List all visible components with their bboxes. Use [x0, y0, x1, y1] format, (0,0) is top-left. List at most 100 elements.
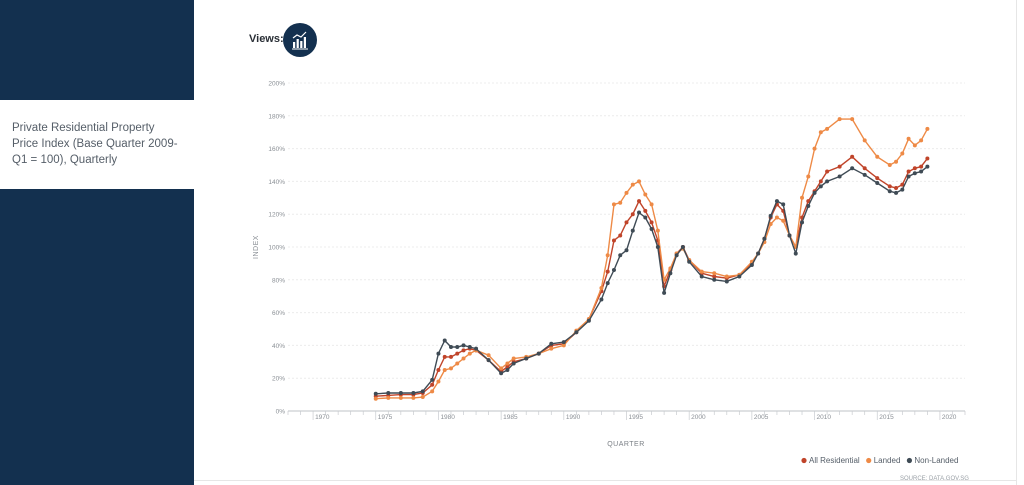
data-point-landed	[467, 351, 472, 356]
x-axis-title: QUARTER	[607, 441, 645, 448]
source-note: SOURCE: DATA.GOV.SG	[900, 476, 969, 482]
data-point-landed	[887, 163, 892, 167]
data-point-non-landed	[386, 390, 391, 395]
data-point-non-landed	[461, 343, 466, 348]
data-point-non-landed	[630, 228, 635, 233]
data-point-landed	[430, 389, 435, 394]
data-point-landed	[643, 192, 648, 197]
data-point-non-landed	[637, 210, 642, 215]
data-point-landed	[599, 286, 604, 290]
data-point-landed	[850, 117, 855, 122]
data-point-non-landed	[655, 245, 660, 249]
data-point-non-landed	[411, 390, 416, 395]
data-point-all-residential	[505, 364, 510, 369]
data-point-all-residential	[906, 169, 911, 174]
data-point-non-landed	[561, 340, 566, 345]
data-point-all-residential	[461, 348, 466, 353]
data-point-landed	[605, 253, 610, 258]
y-tick-label: 0%	[276, 409, 286, 416]
frame-divider-right	[1016, 0, 1017, 485]
dataset-title-card[interactable]: Private Residential Property Price Index…	[0, 100, 194, 189]
data-point-landed	[900, 151, 905, 156]
data-point-landed	[505, 361, 510, 366]
data-point-landed	[655, 228, 660, 233]
y-axis-title: INDEX	[253, 235, 260, 259]
x-tick-label: 2000	[691, 414, 706, 421]
x-tick-label: 1990	[566, 414, 581, 421]
x-tick-label: 1970	[315, 414, 330, 421]
data-point-landed	[420, 395, 425, 400]
data-point-non-landed	[900, 187, 905, 192]
data-point-landed	[373, 396, 378, 401]
data-point-non-landed	[586, 318, 591, 323]
data-point-non-landed	[806, 204, 811, 208]
data-point-non-landed	[724, 279, 729, 284]
data-point-non-landed	[680, 245, 685, 249]
data-point-non-landed	[800, 220, 805, 225]
data-point-all-residential	[818, 179, 823, 184]
data-point-non-landed	[774, 199, 779, 204]
data-point-non-landed	[505, 368, 510, 372]
data-point-non-landed	[420, 389, 425, 394]
y-tick-label: 200%	[268, 81, 285, 88]
legend-marker-non-landed	[906, 457, 913, 464]
y-tick-label: 60%	[272, 310, 285, 317]
data-point-landed	[511, 356, 516, 361]
data-point-non-landed	[442, 338, 447, 343]
data-point-non-landed	[649, 226, 654, 231]
data-point-all-residential	[643, 208, 648, 213]
data-point-landed	[618, 200, 623, 205]
legend-label-all-residential: All Residential	[809, 456, 860, 465]
data-point-landed	[724, 274, 729, 279]
series-line-landed	[375, 118, 929, 400]
y-tick-label: 140%	[268, 179, 285, 186]
data-point-non-landed	[486, 358, 491, 363]
x-tick-label: 2015	[879, 414, 894, 421]
data-point-non-landed	[474, 346, 479, 351]
data-point-landed	[549, 346, 554, 351]
data-point-all-residential	[850, 154, 855, 159]
data-point-non-landed	[499, 371, 504, 376]
legend-marker-all-residential	[801, 457, 807, 464]
data-point-landed	[649, 202, 654, 207]
data-point-landed	[812, 146, 817, 151]
y-tick-label: 160%	[268, 146, 285, 153]
data-point-landed	[800, 195, 805, 200]
data-point-non-landed	[699, 274, 704, 279]
data-point-non-landed	[875, 181, 880, 186]
data-point-all-residential	[825, 169, 830, 174]
data-point-landed	[806, 174, 811, 179]
legend-label-non-landed: Non-Landed	[914, 456, 958, 465]
data-point-landed	[637, 179, 642, 184]
data-point-landed	[448, 366, 453, 371]
data-point-landed	[768, 222, 773, 227]
data-point-all-residential	[862, 166, 867, 171]
data-point-non-landed	[668, 271, 673, 276]
data-point-non-landed	[524, 356, 529, 361]
data-point-landed	[486, 353, 491, 358]
data-point-landed	[611, 202, 616, 207]
data-point-non-landed	[605, 281, 610, 286]
data-point-landed	[436, 379, 441, 384]
data-point-non-landed	[687, 259, 692, 264]
data-point-all-residential	[912, 166, 917, 171]
data-point-all-residential	[806, 199, 811, 204]
data-point-non-landed	[467, 345, 472, 350]
data-point-non-landed	[737, 274, 742, 279]
data-point-landed	[912, 143, 917, 148]
data-point-non-landed	[862, 172, 867, 177]
data-point-non-landed	[749, 263, 754, 268]
y-tick-label: 180%	[268, 113, 285, 120]
data-point-non-landed	[574, 330, 579, 335]
dataset-title: Private Residential Property Price Index…	[12, 122, 178, 166]
data-point-landed	[818, 130, 823, 135]
data-point-non-landed	[781, 202, 786, 207]
data-point-landed	[862, 138, 867, 143]
data-point-non-landed	[894, 190, 899, 195]
data-point-landed	[906, 136, 911, 141]
legend-label-landed: Landed	[874, 456, 901, 465]
chart-view-button[interactable]	[283, 23, 317, 57]
data-point-landed	[499, 366, 504, 371]
data-point-non-landed	[624, 248, 629, 253]
data-point-landed	[919, 138, 924, 143]
